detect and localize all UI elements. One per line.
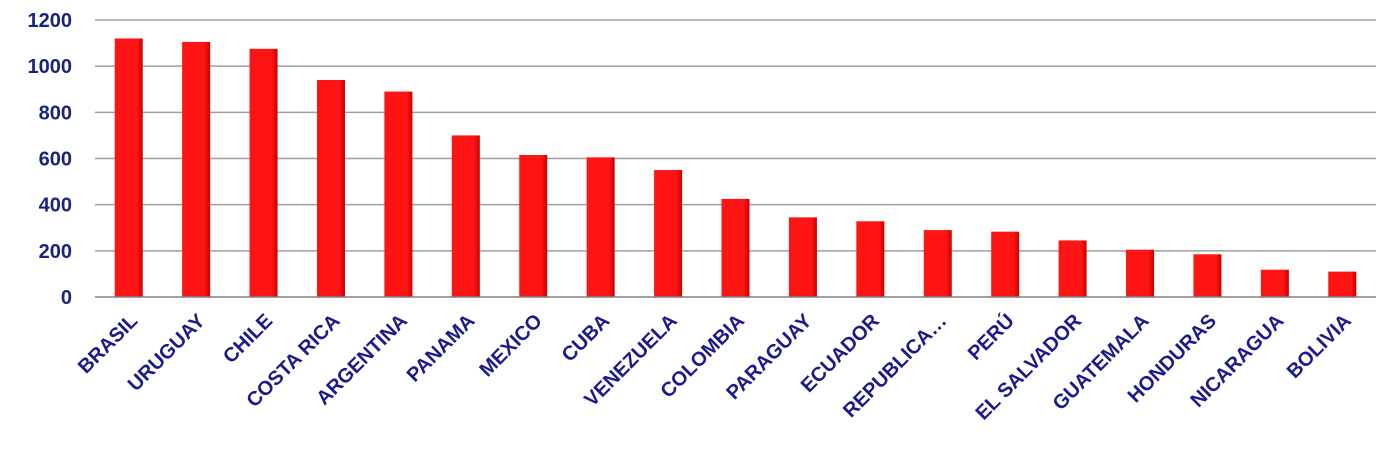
y-tick-label: 1000 (28, 56, 73, 78)
bar-nicaragua (1260, 269, 1289, 297)
bar-el-salvador (1058, 240, 1087, 297)
bar-colombia (721, 198, 750, 297)
y-tick-label: 0 (61, 287, 72, 309)
y-tick-label: 800 (39, 102, 72, 124)
x-category-label: BRASIL (74, 310, 142, 378)
y-axis-tick-labels: 0 200 400 600 800 1000 1200 (28, 10, 73, 309)
bar-uruguay (182, 41, 211, 297)
bar-chile (249, 48, 278, 297)
bar-republica (923, 230, 952, 297)
bar-ecuador (856, 221, 885, 297)
bar-honduras (1193, 254, 1222, 297)
x-category-label: MEXICO (475, 310, 546, 381)
bar-paraguay (788, 217, 817, 297)
y-tick-label: 200 (39, 241, 72, 263)
bar-guatemala (1126, 249, 1155, 297)
x-category-label: CUBA (558, 310, 614, 366)
gridlines (95, 19, 1376, 252)
bar-bolivia (1328, 271, 1357, 297)
bar-argentina (384, 91, 413, 297)
bar-per (991, 231, 1020, 297)
bar-mexico (519, 155, 548, 297)
bar-brasil (114, 38, 143, 297)
bars (114, 38, 1357, 298)
x-category-label: PERÚ (962, 309, 1018, 365)
bar-costa-rica (316, 80, 345, 298)
x-category-label: CHILE (219, 310, 277, 368)
x-category-label: BOLIVIA (1283, 310, 1356, 383)
y-tick-label: 1200 (28, 10, 73, 32)
bar-venezuela (654, 170, 683, 297)
x-category-label: PANAMA (403, 310, 480, 387)
y-tick-label: 400 (39, 195, 72, 217)
y-tick-label: 600 (39, 149, 72, 171)
bar-cuba (586, 157, 615, 297)
bar-panama (451, 135, 480, 297)
